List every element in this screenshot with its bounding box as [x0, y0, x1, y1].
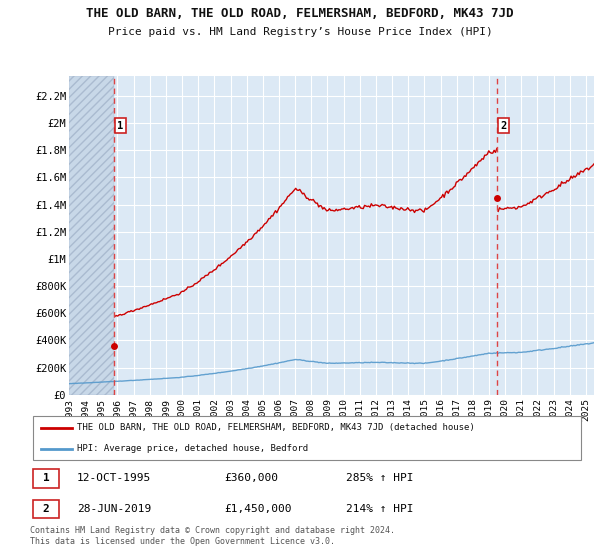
Text: 1: 1	[43, 473, 49, 483]
Text: 1: 1	[117, 121, 124, 131]
Text: 2: 2	[43, 504, 49, 514]
Text: Contains HM Land Registry data © Crown copyright and database right 2024.
This d: Contains HM Land Registry data © Crown c…	[30, 526, 395, 546]
FancyBboxPatch shape	[33, 469, 59, 488]
Text: 12-OCT-1995: 12-OCT-1995	[77, 473, 151, 483]
Text: THE OLD BARN, THE OLD ROAD, FELMERSHAM, BEDFORD, MK43 7JD (detached house): THE OLD BARN, THE OLD ROAD, FELMERSHAM, …	[77, 423, 475, 432]
Text: £360,000: £360,000	[224, 473, 278, 483]
Text: £1,450,000: £1,450,000	[224, 504, 292, 514]
Text: HPI: Average price, detached house, Bedford: HPI: Average price, detached house, Bedf…	[77, 444, 308, 453]
Text: 2: 2	[500, 121, 506, 131]
Text: THE OLD BARN, THE OLD ROAD, FELMERSHAM, BEDFORD, MK43 7JD: THE OLD BARN, THE OLD ROAD, FELMERSHAM, …	[86, 7, 514, 20]
Text: 28-JUN-2019: 28-JUN-2019	[77, 504, 151, 514]
Bar	[69, 76, 114, 395]
FancyBboxPatch shape	[33, 500, 59, 518]
Text: 285% ↑ HPI: 285% ↑ HPI	[346, 473, 414, 483]
Text: 214% ↑ HPI: 214% ↑ HPI	[346, 504, 414, 514]
FancyBboxPatch shape	[33, 416, 581, 460]
Text: Price paid vs. HM Land Registry’s House Price Index (HPI): Price paid vs. HM Land Registry’s House …	[107, 27, 493, 37]
